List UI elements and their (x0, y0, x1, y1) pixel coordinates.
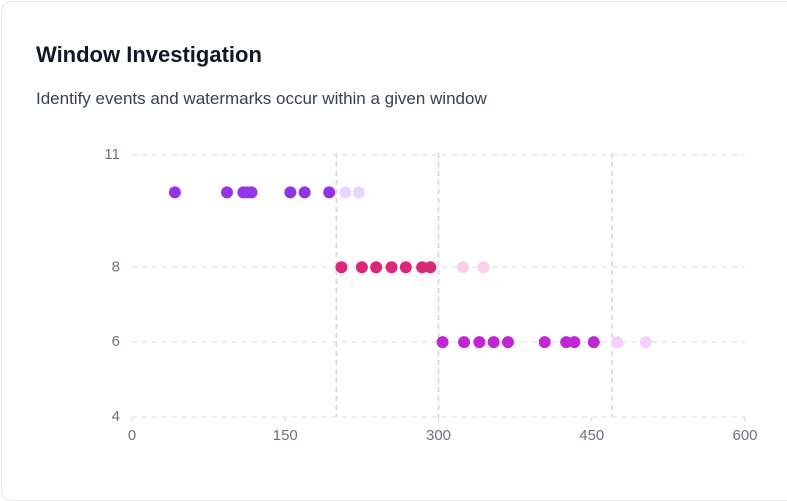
y-tick-label: 8 (112, 258, 120, 275)
x-tick-label: 150 (273, 427, 298, 444)
x-tick-label: 0 (128, 427, 136, 444)
point (473, 336, 486, 349)
chart-subtitle: Identify events and watermarks occur wit… (36, 89, 487, 108)
point (568, 336, 581, 349)
point (370, 261, 383, 274)
point (298, 186, 311, 199)
point (611, 336, 624, 349)
point (487, 336, 500, 349)
point (587, 336, 600, 349)
x-tick-label: 450 (579, 427, 604, 444)
point (284, 186, 297, 199)
point (323, 186, 336, 199)
x-tick-label: 600 (732, 427, 757, 444)
point (355, 261, 368, 274)
point (436, 336, 449, 349)
point (168, 186, 181, 199)
point (339, 186, 352, 199)
y-tick-label: 6 (112, 333, 120, 350)
point (399, 261, 412, 274)
chart-title: Window Investigation (36, 42, 262, 67)
point (221, 186, 234, 199)
chart: 4 6 8 11 0 150 300 450 600 (104, 146, 757, 444)
y-tick-label: 11 (104, 146, 120, 163)
y-tick-label: 4 (112, 408, 120, 425)
point (245, 186, 258, 199)
point (501, 336, 514, 349)
point (385, 261, 398, 274)
point (335, 261, 348, 274)
point (457, 261, 470, 274)
point (424, 261, 437, 274)
x-tick-label: 300 (426, 427, 451, 444)
point (538, 336, 551, 349)
point (352, 186, 365, 199)
point (639, 336, 652, 349)
point (458, 336, 471, 349)
point (477, 261, 490, 274)
